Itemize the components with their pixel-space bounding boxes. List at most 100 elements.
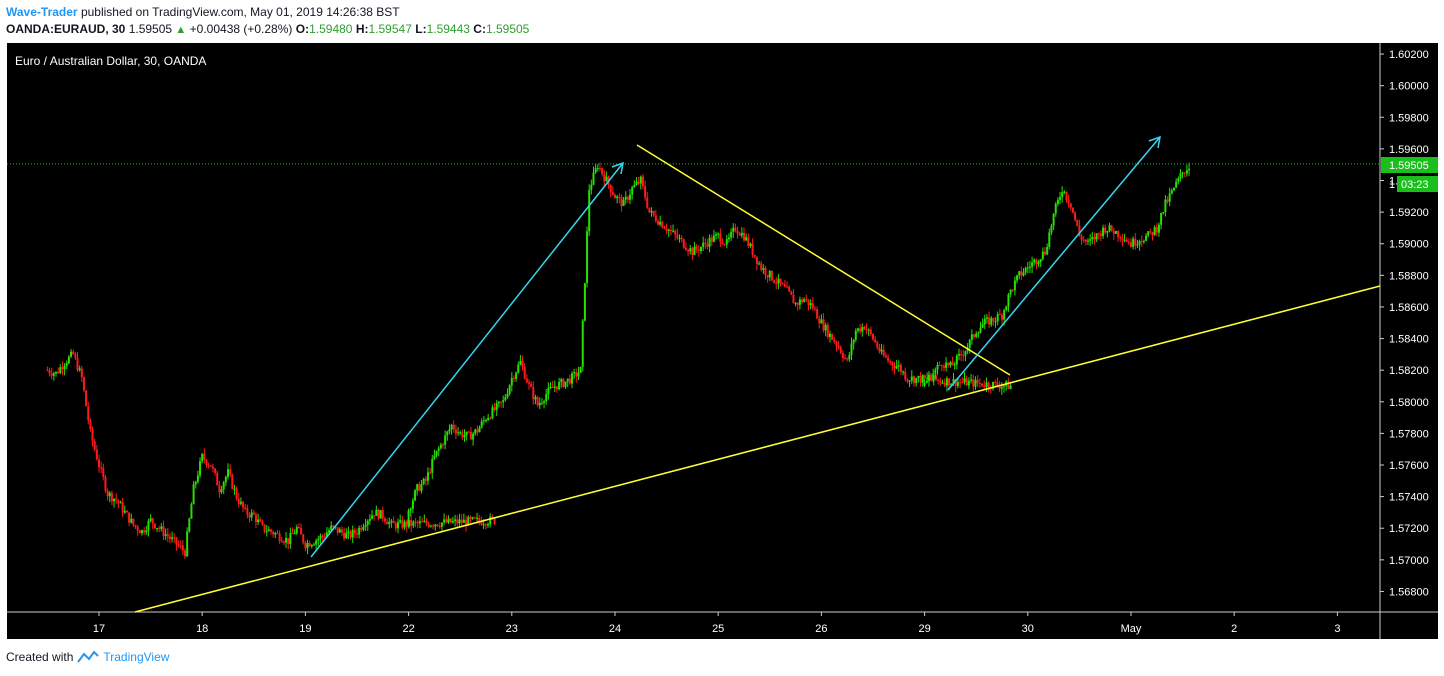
candle-body — [680, 237, 683, 240]
candle-body — [319, 535, 322, 539]
chart-title: Euro / Australian Dollar, 30, OANDA — [15, 54, 206, 68]
candle-body — [340, 529, 343, 533]
tradingview-brand-link[interactable]: TradingView — [103, 650, 170, 664]
impulse-arrow-1[interactable] — [310, 162, 624, 558]
candle-body — [622, 199, 625, 206]
candle-body — [1112, 230, 1115, 234]
resistance-trendline[interactable] — [636, 144, 1011, 376]
candle-body — [841, 353, 844, 359]
candle-body — [583, 283, 586, 321]
candle-body — [459, 432, 462, 434]
candle-body — [436, 524, 439, 527]
candle-body — [983, 385, 986, 388]
candle-body — [1140, 241, 1143, 243]
candle-body — [175, 537, 178, 545]
candle-body — [445, 519, 448, 523]
candle-body — [491, 407, 494, 419]
candle-body — [663, 227, 666, 229]
candle-body — [960, 354, 963, 356]
candle-body — [981, 383, 984, 386]
candle-body — [528, 382, 530, 384]
time-tick-label: 30 — [1022, 623, 1034, 635]
candle-body — [953, 364, 956, 366]
candle-body — [143, 530, 146, 533]
candle-body — [1102, 227, 1105, 237]
candle-body — [710, 237, 713, 242]
candle-body — [438, 526, 441, 528]
candle-body — [315, 540, 318, 545]
candle-body — [925, 380, 928, 383]
candle-body — [332, 525, 335, 527]
candle-body — [934, 369, 937, 374]
support-trendline[interactable] — [134, 285, 1381, 613]
candle-body — [948, 378, 951, 386]
candle-body — [837, 345, 840, 348]
candle-body — [394, 523, 397, 529]
candle-body — [358, 527, 361, 535]
candle-body — [794, 303, 797, 305]
candle-body — [902, 371, 905, 373]
symbol-label: OANDA:EURAUD, 30 — [6, 22, 126, 36]
candle-body — [493, 517, 496, 524]
candle-body — [1026, 267, 1029, 269]
candle-body — [962, 355, 965, 357]
candle-body — [461, 432, 464, 438]
candle-body — [392, 520, 395, 524]
candle-body — [50, 373, 53, 376]
candle-body — [727, 237, 730, 240]
candle-body — [450, 424, 453, 430]
candle-body — [55, 371, 57, 374]
change-text: +0.00438 (+0.28%) — [189, 22, 293, 36]
candle-body — [177, 544, 180, 546]
impulse-arrow-2[interactable] — [947, 136, 1161, 391]
candle-body — [887, 357, 890, 361]
candle-body — [476, 517, 479, 519]
candle-body — [538, 402, 541, 406]
candle-body — [356, 533, 358, 535]
candle-body — [421, 521, 424, 523]
candle-body — [575, 372, 578, 377]
candle-body — [674, 230, 677, 235]
candle-body — [678, 237, 681, 239]
candle-body — [373, 515, 376, 517]
candle-body — [362, 526, 365, 530]
candle-body — [85, 390, 88, 407]
candle-body — [566, 378, 569, 382]
candle-body — [708, 237, 711, 247]
candle-body — [300, 527, 303, 535]
candle-body — [715, 234, 718, 236]
candle-body — [721, 242, 724, 245]
candle-body — [936, 365, 939, 370]
candle-body — [194, 481, 197, 485]
price-tick-label: 1.58400 — [1389, 334, 1429, 346]
author-link[interactable]: Wave-Trader — [6, 5, 78, 19]
candle-body — [1063, 191, 1066, 193]
time-tick-label: 17 — [93, 623, 105, 635]
candle-body — [581, 320, 584, 367]
candle-body — [706, 243, 709, 247]
candle-body — [639, 176, 642, 184]
candle-body — [1059, 197, 1062, 200]
candle-body — [974, 379, 977, 387]
candle-body — [992, 317, 995, 322]
candle-body — [665, 228, 668, 231]
candle-body — [201, 453, 204, 462]
candle-body — [1080, 235, 1083, 240]
candle-body — [648, 207, 651, 213]
candle-body — [975, 333, 978, 337]
price-tick-label: 1.58800 — [1389, 270, 1429, 282]
price-tick-label: 1.59200 — [1389, 207, 1429, 219]
candle-body — [549, 387, 552, 389]
candle-body — [429, 525, 432, 527]
candle-body — [904, 371, 907, 380]
candle-body — [689, 248, 692, 252]
candle-body — [418, 484, 421, 491]
candle-body — [1138, 241, 1141, 245]
candle-body — [469, 432, 472, 440]
candle-body — [884, 355, 887, 358]
candle-body — [770, 270, 773, 281]
candle-body — [338, 529, 341, 533]
candle-body — [626, 196, 629, 200]
candle-body — [272, 531, 275, 535]
